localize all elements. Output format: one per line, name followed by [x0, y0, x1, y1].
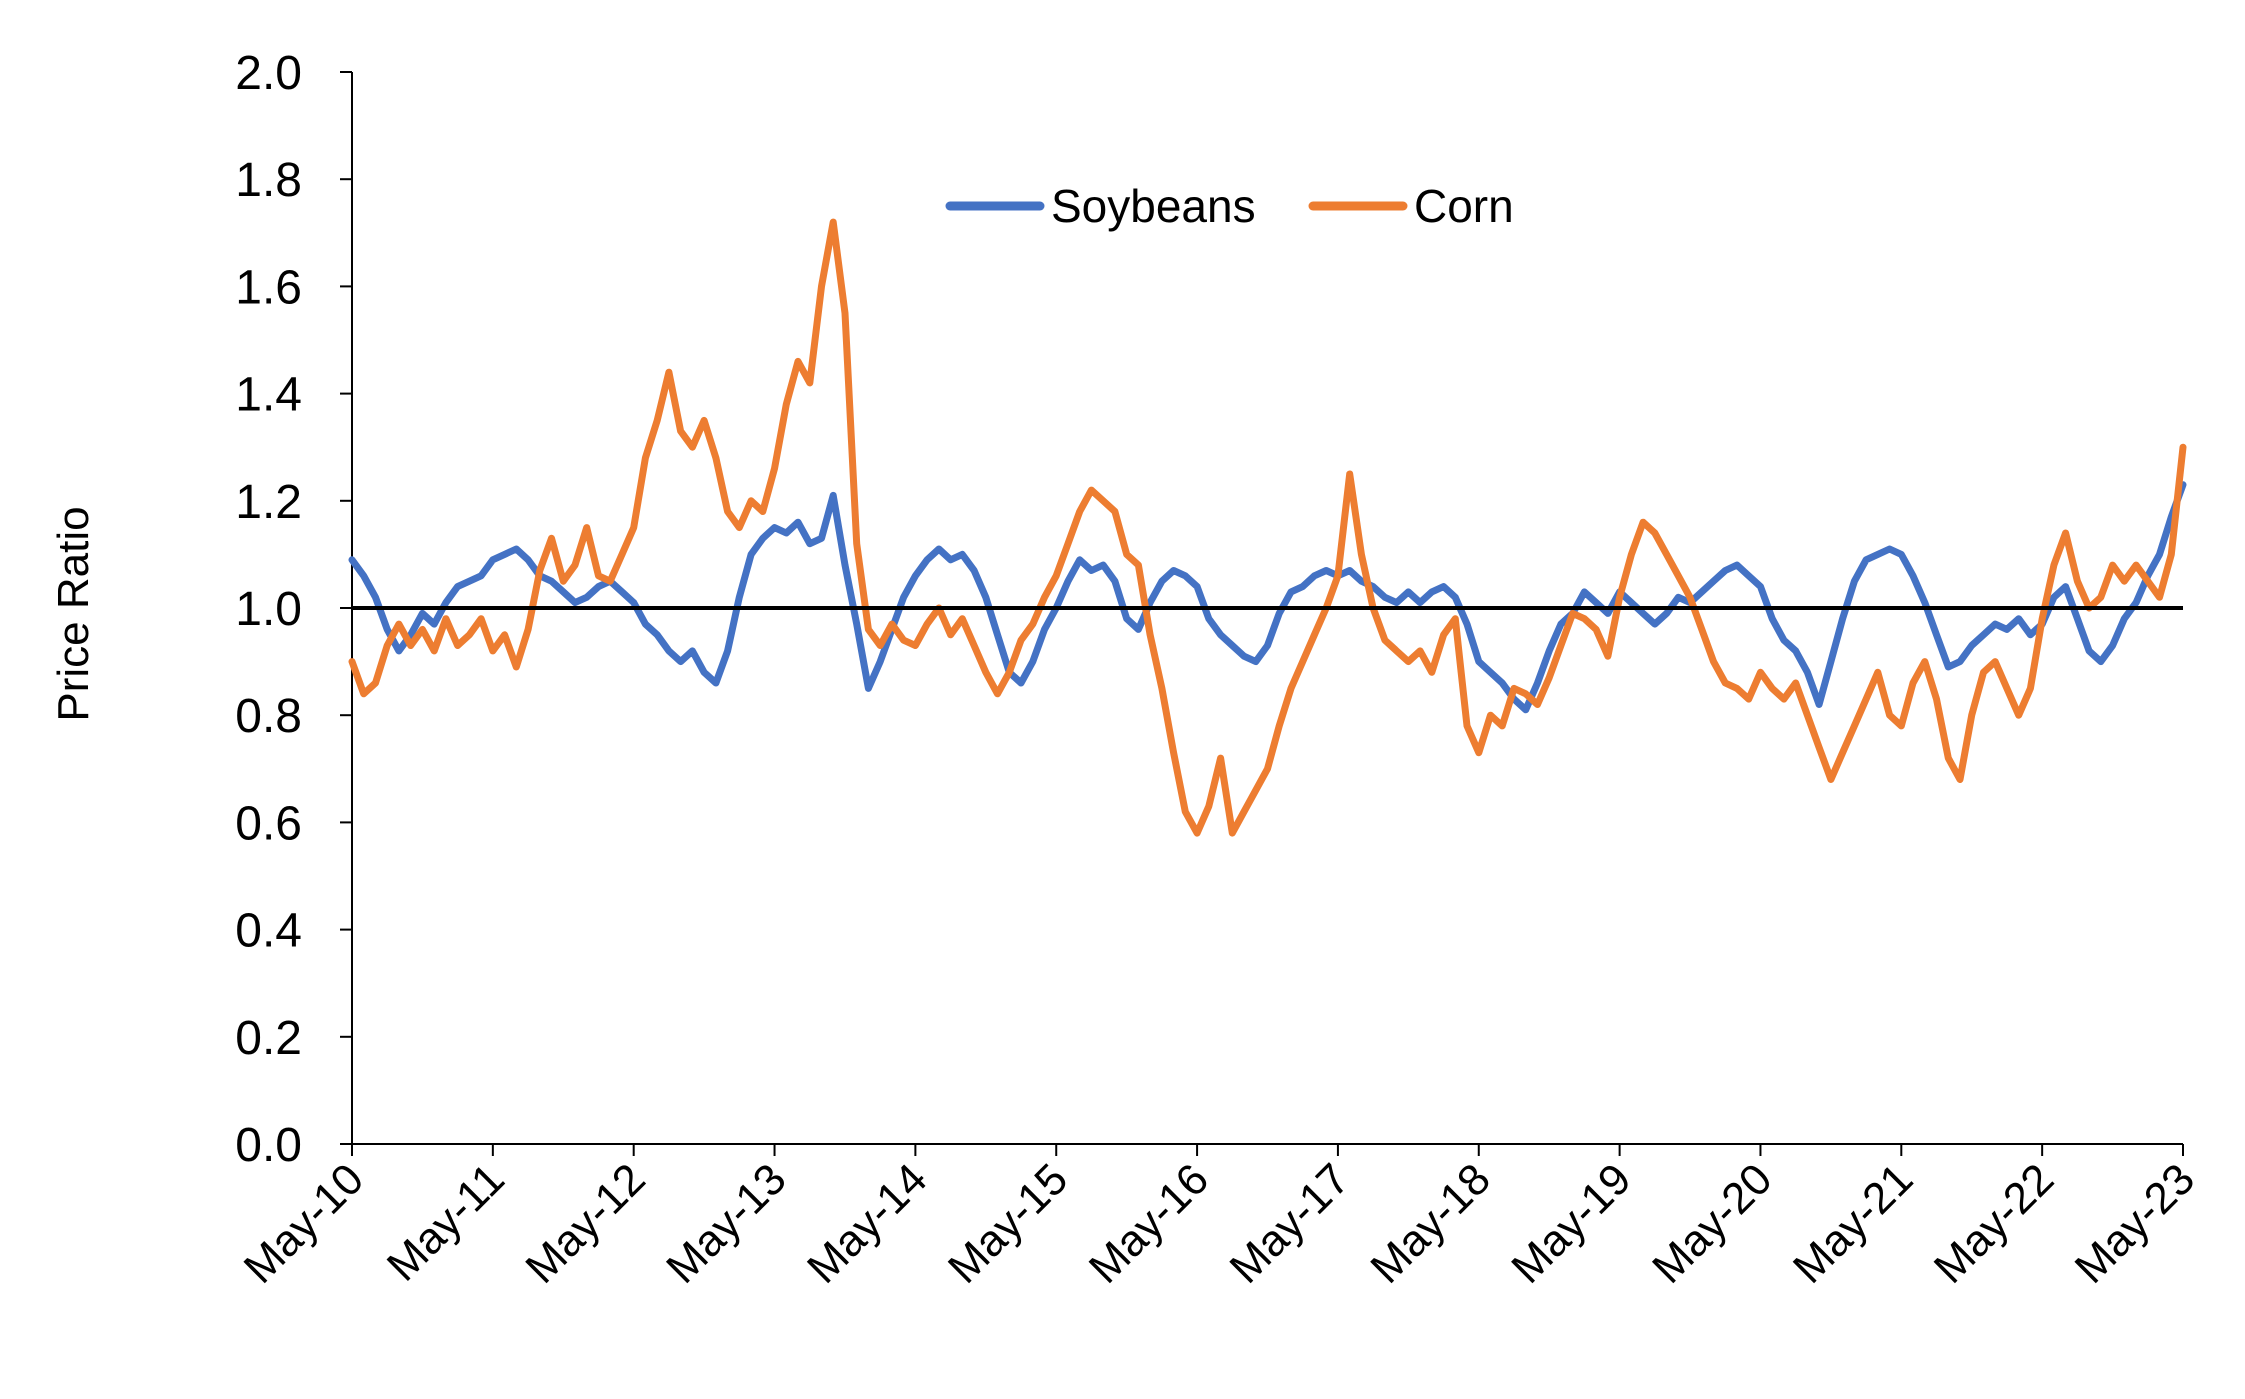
y-tick-label: 1.0: [235, 583, 302, 636]
y-tick-label: 1.4: [235, 369, 302, 422]
y-tick-label: 0.8: [235, 690, 302, 743]
x-tick-label: May-13: [657, 1154, 795, 1292]
y-axis: 0.0 0.2 0.4 0.6 0.8 1.0 1.2 1.4 1.6 1.8 2.0: [235, 47, 353, 1172]
x-tick-label: May-19: [1502, 1154, 1640, 1292]
x-tick-label: May-23: [2066, 1154, 2204, 1292]
legend: Soybeans Corn: [945, 180, 1514, 232]
x-tick-label: May-15: [939, 1154, 1077, 1292]
y-tick-label: 0.2: [235, 1012, 302, 1065]
x-tick-label: May-14: [798, 1154, 936, 1292]
x-tick-label: May-21: [1784, 1154, 1922, 1292]
y-tick-label: 0.4: [235, 905, 302, 958]
x-tick-label: May-18: [1361, 1154, 1499, 1292]
y-tick-label: 1.2: [235, 476, 302, 529]
x-tick-label: May-16: [1080, 1154, 1218, 1292]
x-tick-label: May-11: [378, 1154, 514, 1290]
y-tick-label: 0.0: [235, 1119, 302, 1172]
series-line-soybeans: [348, 481, 2187, 714]
y-tick-label: 1.8: [235, 154, 302, 207]
y-tick-label: 2.0: [235, 47, 302, 100]
legend-label-soybeans: Soybeans: [1051, 180, 1256, 232]
x-axis: May-10 May-11 May-12 May-13 May-14 May-15 May-…: [235, 1143, 2204, 1293]
y-axis-title: Price Ratio: [49, 506, 98, 721]
y-tick-label: 1.6: [235, 261, 302, 314]
x-tick-label: May-22: [1925, 1154, 2063, 1292]
x-tick-label: May-20: [1643, 1154, 1781, 1292]
x-tick-label: May-10: [235, 1154, 373, 1292]
legend-label-corn: Corn: [1414, 180, 1514, 232]
y-tick-label: 0.6: [235, 797, 302, 850]
x-tick-label: May-12: [516, 1154, 654, 1292]
x-tick-label: May-17: [1221, 1154, 1359, 1292]
series-line-corn: [348, 218, 2187, 837]
series-layer: [348, 218, 2187, 837]
